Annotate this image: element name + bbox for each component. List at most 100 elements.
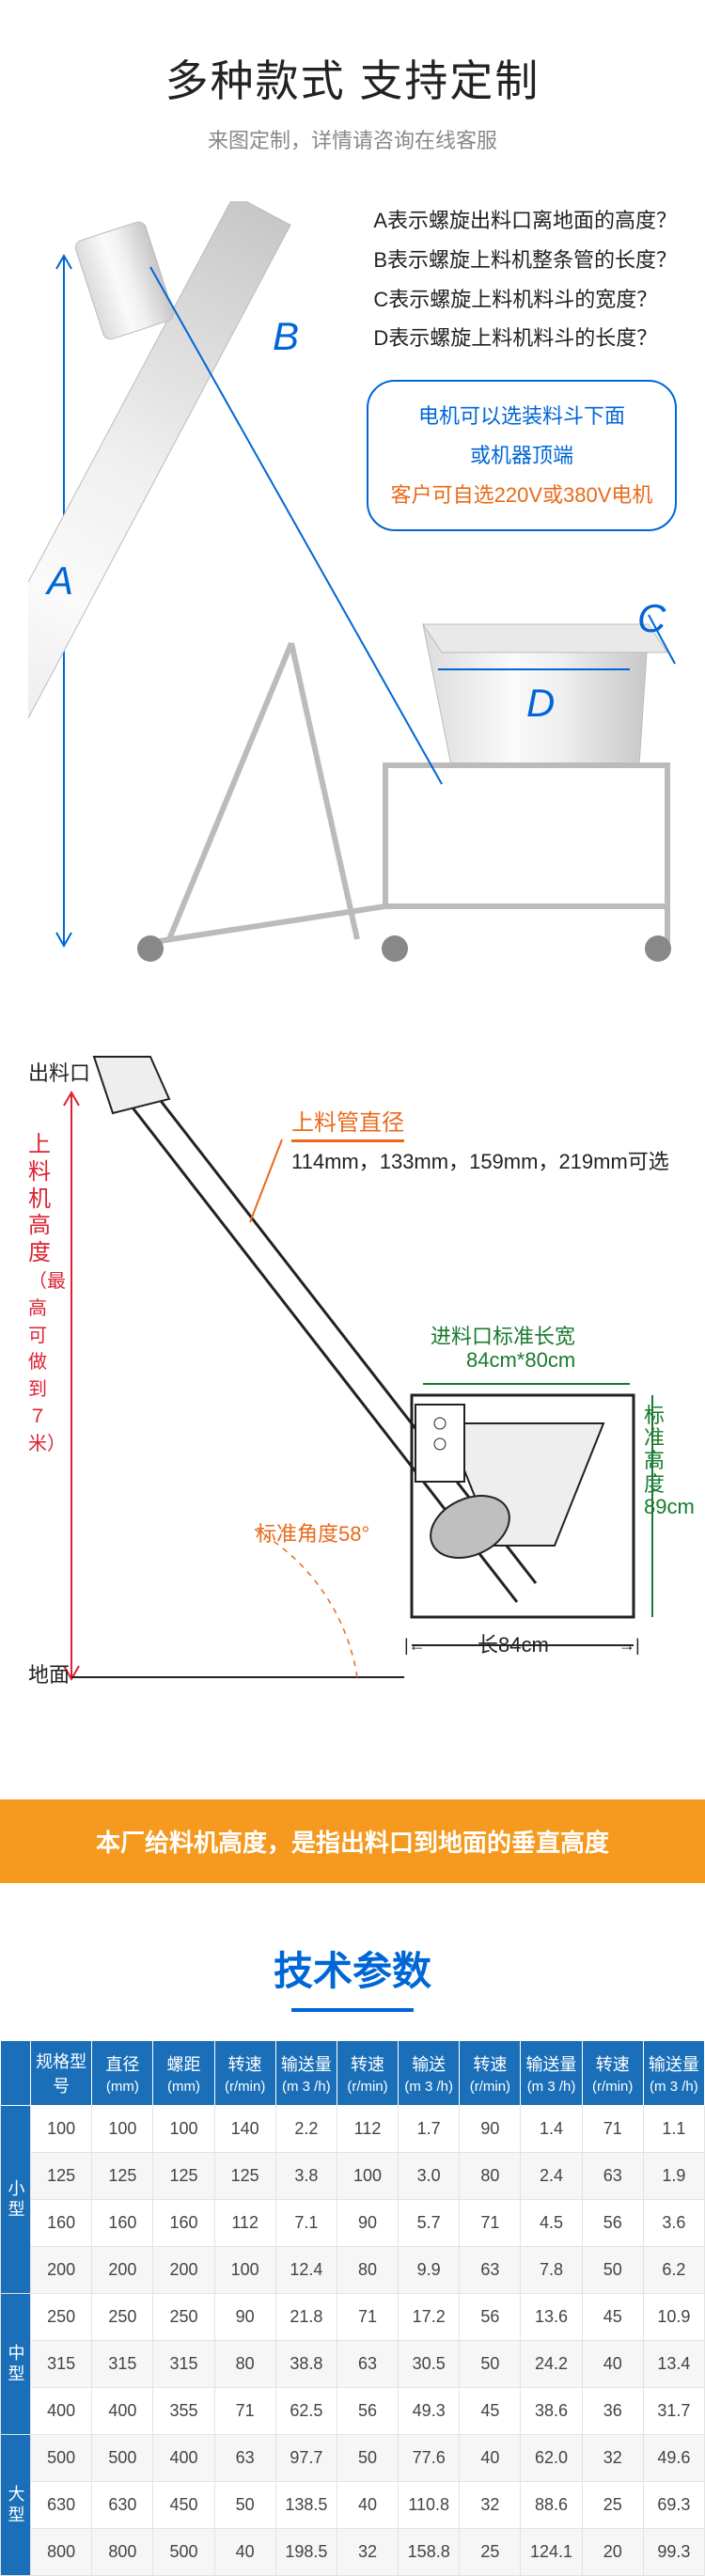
table-row: 中型2502502509021.87117.25613.64510.9: [1, 2294, 705, 2341]
cell: 40: [582, 2341, 643, 2388]
cell: 450: [153, 2482, 214, 2529]
std-height-label: 标准高度: [644, 1404, 665, 1496]
cell: 71: [337, 2294, 398, 2341]
cell: 40: [214, 2529, 275, 2576]
cell: 21.8: [275, 2294, 337, 2341]
cell: 38.8: [275, 2341, 337, 2388]
cell: 160: [92, 2200, 153, 2247]
params-title: 技术参数: [0, 1940, 705, 2012]
th-3: 转速(r/min): [214, 2041, 275, 2106]
cell: 36: [582, 2388, 643, 2435]
cell: 125: [153, 2153, 214, 2200]
th-8: 输送量(m 3 /h): [521, 2041, 582, 2106]
cell: 80: [460, 2153, 521, 2200]
cell: 63: [214, 2435, 275, 2482]
cell: 40: [337, 2482, 398, 2529]
cell: 110.8: [399, 2482, 460, 2529]
cell: 24.2: [521, 2341, 582, 2388]
dim-label-b: B: [273, 314, 299, 359]
cell: 45: [460, 2388, 521, 2435]
th-5: 转速(r/min): [337, 2041, 398, 2106]
cell: 5.7: [399, 2200, 460, 2247]
callout-line1: 电机可以选装料斗下面: [385, 397, 658, 436]
cell: 250: [92, 2294, 153, 2341]
dim-label-c: C: [637, 596, 666, 641]
cell: 200: [92, 2247, 153, 2294]
motor-callout: 电机可以选装料斗下面 或机器顶端 客户可自选220V或380V电机: [367, 380, 677, 531]
cell: 100: [214, 2247, 275, 2294]
group-中型: 中型: [1, 2294, 31, 2435]
cell: 50: [460, 2341, 521, 2388]
cell: 125: [92, 2153, 153, 2200]
cell: 12.4: [275, 2247, 337, 2294]
outlet-label: 出料口: [28, 1057, 90, 1087]
cell: 40: [460, 2435, 521, 2482]
cell: 71: [214, 2388, 275, 2435]
inlet-dim: 84cm*80cm: [466, 1348, 575, 1373]
cell: 4.5: [521, 2200, 582, 2247]
cell: 63: [582, 2153, 643, 2200]
page-subtitle: 来图定制，详情请咨询在线客服: [28, 124, 677, 154]
height-label: 上料机高度 （最高可做到７米）: [28, 1132, 53, 1457]
cell: 7.1: [275, 2200, 337, 2247]
th-10: 输送量(m 3 /h): [643, 2041, 704, 2106]
cell: 32: [460, 2482, 521, 2529]
table-row: 3153153158038.86330.55024.24013.4: [1, 2341, 705, 2388]
cell: 63: [337, 2341, 398, 2388]
cell: 1.1: [643, 2106, 704, 2153]
cell: 1.9: [643, 2153, 704, 2200]
cell: 400: [92, 2388, 153, 2435]
cell: 90: [460, 2106, 521, 2153]
height-label-main: 上料机高度: [28, 1132, 51, 1265]
cell: 160: [153, 2200, 214, 2247]
cell: 80: [214, 2341, 275, 2388]
cell: 100: [153, 2106, 214, 2153]
cell: 125: [31, 2153, 92, 2200]
group-小型: 小型: [1, 2106, 31, 2294]
cell: 100: [31, 2106, 92, 2153]
legend-d: D表示螺旋上料机料斗的长度？: [373, 319, 677, 358]
legend-c: C表示螺旋上料机料斗的宽度？: [373, 280, 677, 320]
th-1: 直径(mm): [92, 2041, 153, 2106]
schematic-block: |← →| 出料口 上料机高度 （最高可做到７米） 地面 上料管直径 114mm…: [28, 1019, 677, 1752]
cell: 500: [153, 2529, 214, 2576]
cell: 630: [92, 2482, 153, 2529]
table-row: 大型5005004006397.75077.64062.03249.6: [1, 2435, 705, 2482]
cell: 32: [337, 2529, 398, 2576]
height-definition-banner: 本厂给料机高度，是指出料口到地面的垂直高度: [0, 1799, 705, 1883]
product-photo-block: A B C D A表示螺旋出料口离地面的高度？ B表示螺旋上料机整条管的长度？ …: [28, 201, 677, 982]
cell: 17.2: [399, 2294, 460, 2341]
dim-label-a: A: [47, 558, 73, 604]
cell: 13.4: [643, 2341, 704, 2388]
cell: 3.0: [399, 2153, 460, 2200]
cell: 140: [214, 2106, 275, 2153]
std-height-val: 89cm: [644, 1495, 695, 1518]
cell: 112: [214, 2200, 275, 2247]
cell: 30.5: [399, 2341, 460, 2388]
ground-label: 地面: [28, 1658, 70, 1689]
cell: 500: [92, 2435, 153, 2482]
cell: 56: [460, 2294, 521, 2341]
cell: 99.3: [643, 2529, 704, 2576]
table-row: 20020020010012.4809.9637.8506.2: [1, 2247, 705, 2294]
cell: 62.0: [521, 2435, 582, 2482]
cell: 90: [214, 2294, 275, 2341]
cell: 100: [337, 2153, 398, 2200]
th-4: 输送量(m 3 /h): [275, 2041, 337, 2106]
cell: 63: [460, 2247, 521, 2294]
th-0: 规格型号: [31, 2041, 92, 2106]
params-table: 规格型号直径(mm)螺距(mm)转速(r/min)输送量(m 3 /h)转速(r…: [0, 2040, 705, 2576]
table-row: 1601601601127.1905.7714.5563.6: [1, 2200, 705, 2247]
cell: 97.7: [275, 2435, 337, 2482]
cell: 49.6: [643, 2435, 704, 2482]
cell: 49.3: [399, 2388, 460, 2435]
cell: 3.8: [275, 2153, 337, 2200]
cell: 100: [92, 2106, 153, 2153]
cell: 400: [31, 2388, 92, 2435]
group-大型: 大型: [1, 2435, 31, 2576]
cell: 77.6: [399, 2435, 460, 2482]
cell: 315: [153, 2341, 214, 2388]
table-row: 80080050040198.532158.825124.12099.3: [1, 2529, 705, 2576]
cell: 500: [31, 2435, 92, 2482]
cell: 400: [153, 2435, 214, 2482]
